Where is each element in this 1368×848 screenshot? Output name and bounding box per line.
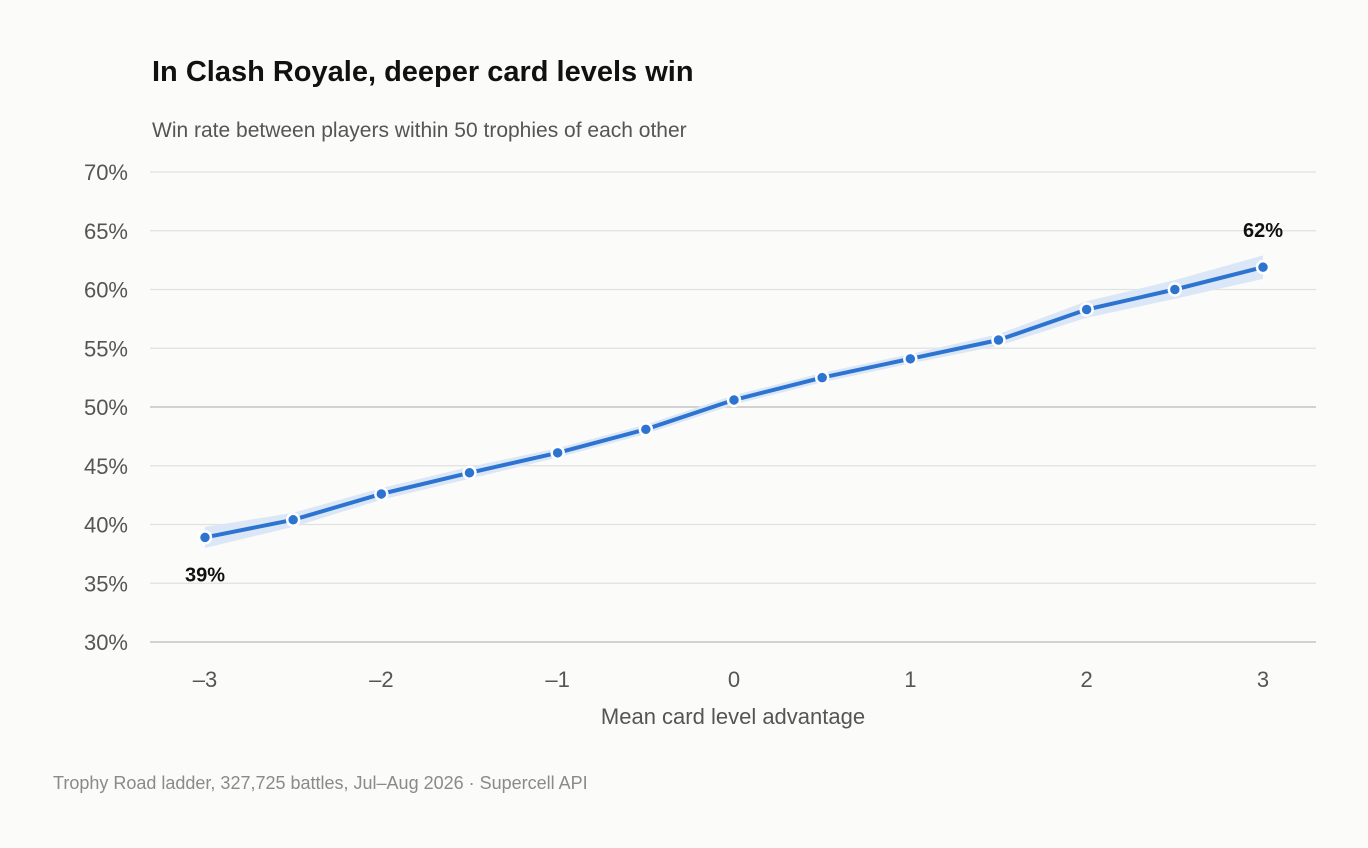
x-tick-label: –3 bbox=[193, 667, 217, 692]
data-point bbox=[638, 422, 654, 437]
grid-lines bbox=[150, 171, 1316, 643]
x-tick-label: 2 bbox=[1081, 667, 1093, 692]
x-tick-label: 0 bbox=[728, 667, 740, 692]
x-tick-label: –1 bbox=[545, 667, 569, 692]
data-point bbox=[285, 512, 301, 528]
y-tick-label: 65% bbox=[84, 219, 128, 244]
x-axis-title: Mean card level advantage bbox=[601, 704, 865, 729]
data-point bbox=[814, 370, 830, 385]
data-point bbox=[903, 351, 918, 367]
data-point bbox=[1167, 282, 1183, 297]
data-point bbox=[991, 332, 1006, 348]
chart-title: In Clash Royale, deeper card levels win bbox=[152, 56, 694, 88]
data-point bbox=[550, 445, 565, 461]
y-tick-label: 70% bbox=[84, 160, 128, 185]
y-tick-label: 60% bbox=[84, 278, 128, 303]
y-tick-label: 50% bbox=[84, 395, 128, 420]
chart-subtitle: Win rate between players within 50 troph… bbox=[152, 119, 687, 142]
data-point bbox=[197, 530, 213, 545]
y-axis-ticks: 30% 35% 40% 45% 50% 55% 60% 65% 70% bbox=[84, 160, 128, 655]
y-tick-label: 30% bbox=[84, 630, 128, 655]
y-tick-label: 55% bbox=[84, 336, 128, 361]
y-tick-label: 35% bbox=[84, 571, 128, 596]
data-label: 62% bbox=[1243, 220, 1283, 242]
x-tick-label: 3 bbox=[1257, 667, 1269, 692]
x-tick-label: –2 bbox=[369, 667, 393, 692]
source-footer: Trophy Road ladder, 327,725 battles, Jul… bbox=[53, 773, 588, 793]
y-tick-label: 45% bbox=[84, 454, 128, 479]
data-points bbox=[197, 259, 1271, 545]
y-tick-label: 40% bbox=[84, 513, 128, 538]
data-point bbox=[1255, 259, 1271, 275]
x-tick-label: 1 bbox=[904, 667, 916, 692]
data-label: 39% bbox=[185, 564, 225, 586]
x-axis-ticks: –3 –2 –1 0 1 2 3 bbox=[193, 667, 1269, 692]
data-point bbox=[1079, 302, 1094, 317]
point-annotations: 39% 62% bbox=[185, 220, 1283, 586]
data-point bbox=[726, 392, 742, 408]
data-point bbox=[462, 465, 477, 481]
data-point bbox=[374, 486, 389, 502]
